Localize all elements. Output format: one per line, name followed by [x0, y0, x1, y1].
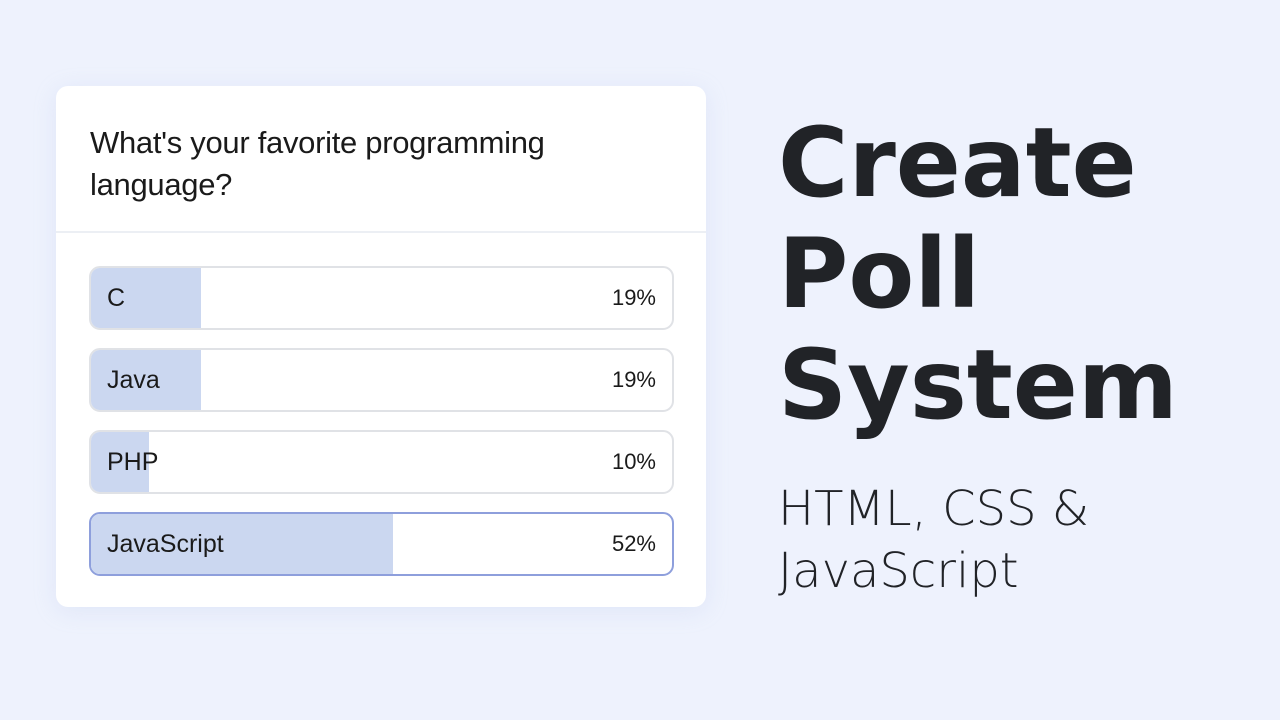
progress-fill [91, 350, 202, 410]
progress-fill [91, 432, 150, 492]
option-label: JavaScript [107, 529, 224, 558]
option-percent: 19% [611, 285, 656, 310]
poll-option-java[interactable]: Java 19% [89, 348, 674, 412]
progress-fill [91, 268, 202, 328]
option-percent: 52% [611, 531, 656, 556]
option-percent: 10% [611, 449, 656, 474]
option-label: C [107, 283, 126, 312]
poll-card: What's your favorite programming languag… [56, 86, 706, 607]
poll-option-php[interactable]: PHP 10% [89, 430, 674, 494]
title-line: System [778, 329, 1178, 441]
subtitle-line: JavaScript [778, 543, 1019, 599]
poll-header: What's your favorite programming languag… [56, 86, 706, 233]
poll-option-javascript[interactable]: JavaScript 52% [89, 512, 674, 576]
poll-question: What's your favorite programming languag… [90, 125, 545, 202]
poll-option-c[interactable]: C 19% [89, 266, 674, 330]
progress-fill [91, 514, 394, 574]
hero-subtitle: HTML, CSS & JavaScript [778, 478, 1089, 602]
hero-title: Create Poll System [778, 108, 1178, 441]
option-label: PHP [107, 447, 159, 476]
title-line: Create [778, 107, 1137, 219]
poll-options: C 19% Java 19% PHP 10% JavaScript 52% [89, 266, 674, 594]
title-line: Poll [778, 218, 981, 330]
option-label: Java [107, 365, 160, 394]
option-percent: 19% [611, 367, 656, 392]
subtitle-line: HTML, CSS & [778, 481, 1090, 537]
